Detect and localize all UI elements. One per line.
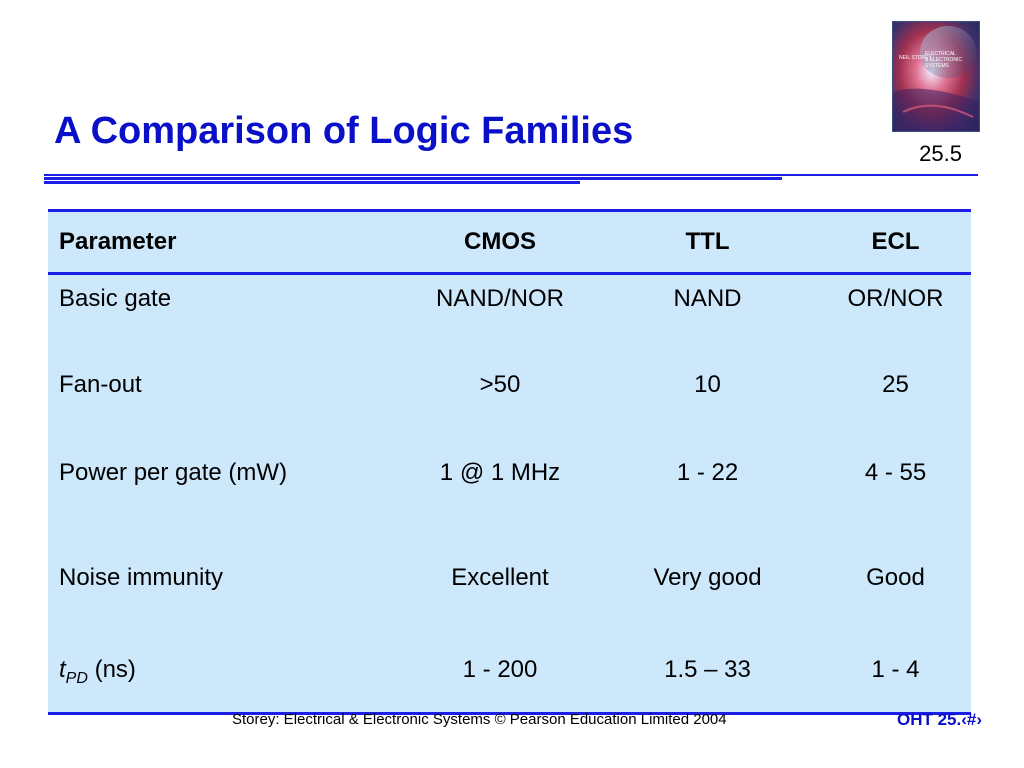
title-rule-bottom [44,181,580,184]
header-cmos: CMOS [405,209,595,275]
cell-cmos: >50 [479,371,521,398]
param-subscript: PD [65,670,88,687]
book-cover-image: NEIL STOREY ELECTRICAL & ELECTRONIC SYST… [892,21,980,132]
cell-ttl: 10 [694,371,721,398]
cell-ecl: 4 - 55 [864,459,927,486]
title-rule-middle [44,177,782,180]
cell-cmos: 1 @ 1 MHz [439,459,561,486]
table-row: Fan-out >50 10 25 [48,363,971,451]
cell-cmos: 1 - 200 [405,646,595,715]
cover-author: NEIL STOREY [899,55,932,61]
cell-ttl: 1 - 22 [676,459,739,486]
slide-title: A Comparison of Logic Families [54,110,634,152]
slide-number: 25.5 [919,141,962,166]
header-ecl: ECL [820,209,971,275]
cell-ttl: Very good [653,564,762,591]
cell-ttl: 1.5 – 33 [595,646,820,715]
cell-ttl: NAND [673,285,742,312]
cover-title-1: ELECTRICAL [925,51,956,57]
table-row: Power per gate (mW) 1 @ 1 MHz 1 - 22 4 -… [48,451,971,554]
param-symbol: t [59,656,66,683]
cell-ecl: 25 [882,371,909,398]
comparison-table-container: Parameter CMOS TTL ECL Basic gate NAND/N… [48,209,971,715]
cell-parameter: Power per gate (mW) [59,459,288,486]
table-row: Noise immunity Excellent Very good Good [48,554,971,646]
title-rule-top [44,174,978,176]
cover-title-2: & ELECTRONIC [925,57,962,63]
cell-parameter: Fan-out [59,371,142,398]
table-header-row: Parameter CMOS TTL ECL [48,209,971,275]
cell-ecl: OR/NOR [847,285,944,312]
cell-parameter: Basic gate [59,285,172,312]
cell-cmos: Excellent [451,564,549,591]
cell-ecl: 1 - 4 [820,646,971,715]
param-unit: (ns) [87,656,136,683]
cell-ecl: Good [866,564,925,591]
table-row: Basic gate NAND/NOR NAND OR/NOR [48,274,971,364]
cell-parameter: tPD (ns) [48,646,405,715]
cell-parameter: Noise immunity [59,564,224,591]
footer-copyright: Storey: Electrical & Electronic Systems … [232,711,727,728]
cover-title-3: SYSTEMS [925,63,950,69]
header-ttl: TTL [595,209,820,275]
table-row: tPD (ns) 1 - 200 1.5 – 33 1 - 4 [48,646,971,715]
header-parameter: Parameter [48,209,405,275]
cell-cmos: NAND/NOR [435,285,564,312]
comparison-table: Parameter CMOS TTL ECL Basic gate NAND/N… [48,209,971,715]
oht-label: OHT 25.‹#› [896,710,982,729]
